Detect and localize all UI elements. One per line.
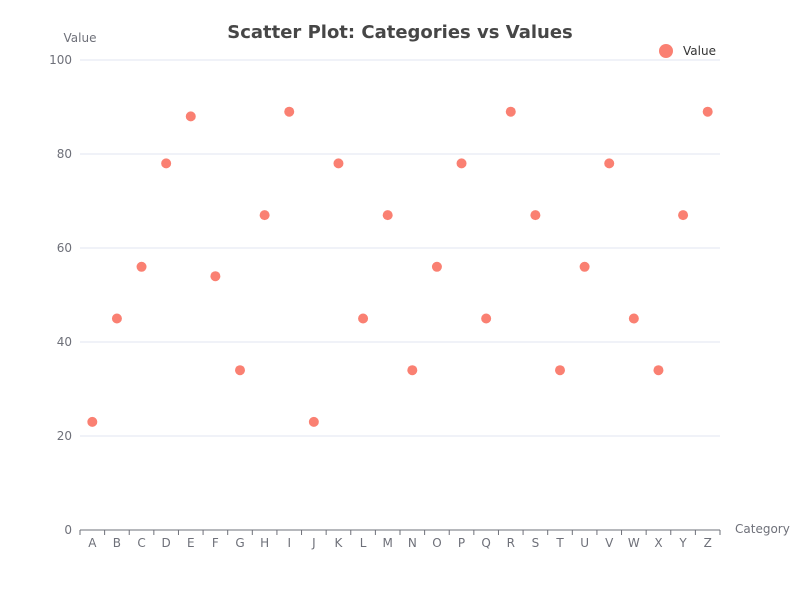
data-point[interactable] [259,210,270,221]
x-tick-label: F [212,536,219,550]
x-tick-label: S [532,536,540,550]
x-tick-label: J [311,536,316,550]
y-tick-label: 0 [64,523,72,537]
y-tick-label: 100 [49,53,72,67]
data-point[interactable] [530,210,541,221]
x-tick-label: P [458,536,465,550]
y-tick-label: 20 [57,429,72,443]
data-point[interactable] [111,313,122,324]
x-tick-label: D [162,536,171,550]
y-axis-title: Value [64,31,97,45]
x-tick-label: Q [481,536,490,550]
data-point[interactable] [358,313,369,324]
x-tick-label: G [235,536,244,550]
x-tick-label: T [555,536,564,550]
x-tick-label: E [187,536,195,550]
data-point[interactable] [210,271,221,282]
x-tick-label: U [580,536,589,550]
x-tick-label: O [432,536,441,550]
data-point[interactable] [161,158,172,169]
x-tick-label: K [335,536,344,550]
axes: 0 20 40 60 80 100 A B C D E F G H I J K L M N O P Q R S T U V W X Y Z [49,53,721,550]
y-tick-label: 80 [57,147,72,161]
legend[interactable]: Value [659,44,716,58]
x-tick-label: W [628,536,640,550]
data-point[interactable] [653,365,664,376]
data-point[interactable] [604,158,615,169]
y-tick-label: 60 [57,241,72,255]
data-point[interactable] [579,261,590,272]
x-tick-label: R [507,536,515,550]
grid-lines [80,59,720,437]
x-tick-label: Z [704,536,712,550]
x-tick-label: L [360,536,367,550]
data-point[interactable] [678,210,689,221]
x-tick-label: N [408,536,417,550]
data-point[interactable] [407,365,418,376]
data-point[interactable] [481,313,492,324]
data-point[interactable] [628,313,639,324]
x-tick-label: V [605,536,614,550]
x-tick-label: C [137,536,145,550]
data-point[interactable] [702,106,713,117]
data-point[interactable] [505,106,516,117]
x-tick-label: X [654,536,662,550]
data-point[interactable] [382,210,393,221]
x-tick-label: I [287,536,291,550]
data-point[interactable] [185,111,196,122]
data-point[interactable] [431,261,442,272]
data-point[interactable] [136,261,147,272]
data-point[interactable] [87,416,98,427]
data-point[interactable] [333,158,344,169]
legend-label: Value [683,44,716,58]
y-tick-label: 40 [57,335,72,349]
x-tick-label: A [88,536,97,550]
chart-title: Scatter Plot: Categories vs Values [227,22,573,43]
data-point[interactable] [284,106,295,117]
x-tick-label: Y [678,536,687,550]
legend-marker [659,44,673,58]
data-points [87,106,713,427]
x-tick-label: M [383,536,393,550]
data-point[interactable] [555,365,565,376]
x-tick-label: H [260,536,269,550]
x-tick-label: B [113,536,121,550]
data-point[interactable] [308,416,319,427]
data-point[interactable] [456,158,467,169]
data-point[interactable] [235,365,245,376]
x-axis-title: Category [735,522,790,536]
